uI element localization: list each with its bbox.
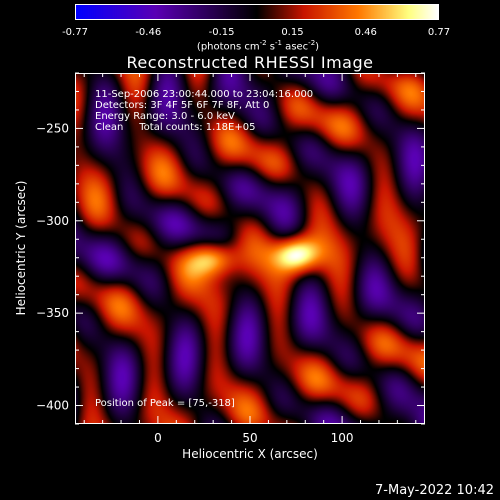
y-tick-label: −400 [36, 399, 69, 413]
y-axis-label: Heliocentric Y (arcsec) [14, 180, 28, 316]
time-range-annotation: 11-Sep-2006 23:00:44.000 to 23:04:16.000 [95, 89, 314, 100]
x-tick-label: 100 [331, 431, 354, 445]
colorbar-tick-label: 0.46 [354, 27, 377, 38]
x-tick-label: 50 [242, 431, 257, 445]
heatmap-image [75, 73, 425, 424]
colorbar-units: (photons cm-2 s-1 asec-2) [196, 39, 320, 53]
energy-range-annotation: Energy Range: 3.0 - 6.0 keV [95, 111, 235, 122]
colorbar [75, 4, 439, 20]
colorbar-tick-label: -0.46 [135, 27, 162, 38]
colorbar-tick-label: -0.15 [208, 27, 235, 38]
clean-counts-annotation: Clean Total counts: 1.18E+05 [95, 122, 256, 133]
y-tick-label: −350 [36, 306, 69, 320]
chart-title: Reconstructed RHESSI Image [126, 53, 374, 72]
y-tick-label: −300 [36, 214, 69, 228]
y-tick-label: −250 [36, 121, 69, 135]
colorbar-tick-label: -0.77 [62, 27, 88, 38]
plot-timestamp: 7-May-2022 10:42 [375, 483, 494, 498]
colorbar-tick-label: 0.77 [427, 27, 451, 38]
detectors-annotation: Detectors: 3F 4F 5F 6F 7F 8F, Att 0 [95, 100, 270, 111]
x-tick-label: 0 [154, 431, 162, 445]
peak-position-annotation: Position of Peak = [75,-318] [95, 398, 235, 409]
x-axis-label: Heliocentric X (arcsec) [182, 447, 318, 461]
colorbar-tick-label: 0.15 [281, 27, 304, 38]
